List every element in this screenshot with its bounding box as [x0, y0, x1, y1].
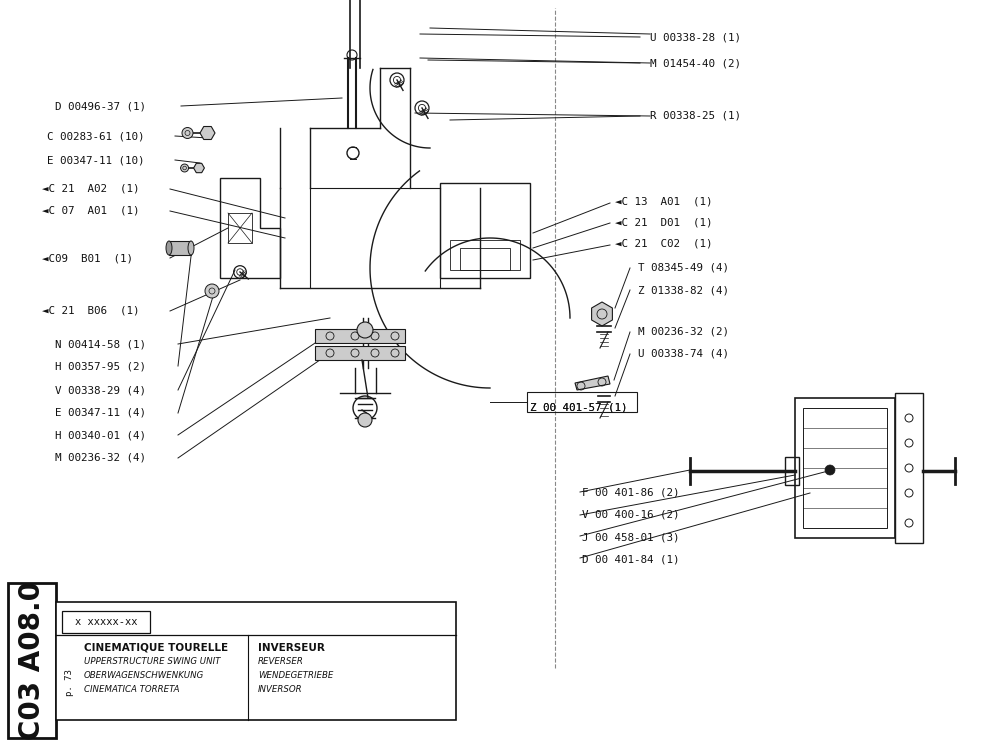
Bar: [228, 213, 252, 243]
Text: ◄C 21  C02  (1): ◄C 21 C02 (1): [615, 239, 712, 249]
Bar: [440, 183, 530, 278]
Text: ◄C 13  A01  (1): ◄C 13 A01 (1): [615, 197, 712, 207]
Text: M 00236-32 (4): M 00236-32 (4): [55, 453, 146, 463]
Text: ◄C 07  A01  (1): ◄C 07 A01 (1): [42, 206, 140, 216]
Bar: [803, 408, 887, 528]
Text: C 00283-61 (10): C 00283-61 (10): [47, 131, 144, 141]
Text: U 00338-74 (4): U 00338-74 (4): [638, 349, 729, 359]
Text: M 00236-32 (2): M 00236-32 (2): [638, 326, 729, 337]
Text: J 00 458-01 (3): J 00 458-01 (3): [582, 532, 680, 542]
Text: E 00347-11 (10): E 00347-11 (10): [47, 155, 144, 165]
Text: REVERSER: REVERSER: [258, 657, 304, 666]
Bar: [527, 392, 637, 412]
Polygon shape: [200, 126, 215, 139]
Ellipse shape: [188, 241, 194, 255]
Bar: [169, 241, 191, 255]
Text: ◄C09  B01  (1): ◄C09 B01 (1): [42, 253, 133, 263]
Text: R 00338-25 (1): R 00338-25 (1): [650, 111, 741, 121]
Text: x xxxxx-xx: x xxxxx-xx: [75, 617, 137, 627]
Bar: [795, 398, 895, 538]
Ellipse shape: [166, 241, 172, 255]
Text: N 00414-58 (1): N 00414-58 (1): [55, 339, 146, 349]
Text: Z 00 401-57 (1): Z 00 401-57 (1): [530, 402, 628, 413]
Bar: [315, 329, 405, 343]
Bar: [56, 602, 456, 720]
Text: ◄C 21  A02  (1): ◄C 21 A02 (1): [42, 183, 140, 194]
Text: F 00 401-86 (2): F 00 401-86 (2): [582, 487, 680, 497]
Text: p. 73: p. 73: [66, 669, 74, 696]
Text: U 00338-28 (1): U 00338-28 (1): [650, 32, 741, 43]
Text: V 00 400-16 (2): V 00 400-16 (2): [582, 509, 680, 520]
Bar: [895, 393, 923, 543]
Text: INVERSOR: INVERSOR: [258, 685, 303, 694]
Text: UPPERSTRUCTURE SWING UNIT: UPPERSTRUCTURE SWING UNIT: [84, 657, 220, 666]
Text: H 00340-01 (4): H 00340-01 (4): [55, 430, 146, 441]
Text: CINEMATICA TORRETA: CINEMATICA TORRETA: [84, 685, 180, 694]
Text: D 00 401-84 (1): D 00 401-84 (1): [582, 554, 680, 565]
Text: V 00338-29 (4): V 00338-29 (4): [55, 385, 146, 396]
Polygon shape: [575, 376, 610, 390]
Bar: [62, 611, 150, 633]
Bar: [450, 240, 520, 270]
Text: Z 01338-82 (4): Z 01338-82 (4): [638, 285, 729, 295]
Circle shape: [182, 127, 193, 138]
Text: ◄C 21  B06  (1): ◄C 21 B06 (1): [42, 305, 140, 316]
Circle shape: [358, 413, 372, 427]
Text: INVERSEUR: INVERSEUR: [258, 643, 325, 653]
Text: CINEMATIQUE TOURELLE: CINEMATIQUE TOURELLE: [84, 643, 228, 653]
Text: D 00496-37 (1): D 00496-37 (1): [55, 101, 146, 111]
Bar: [8, 583, 56, 738]
Text: OBERWAGENSCHWENKUNG: OBERWAGENSCHWENKUNG: [84, 672, 204, 681]
Bar: [460, 248, 510, 270]
Text: E 00347-11 (4): E 00347-11 (4): [55, 408, 146, 418]
Circle shape: [205, 284, 219, 298]
Polygon shape: [194, 163, 204, 173]
Bar: [785, 457, 799, 485]
Text: T 08345-49 (4): T 08345-49 (4): [638, 263, 729, 273]
Text: ◄C 21  D01  (1): ◄C 21 D01 (1): [615, 218, 712, 228]
Circle shape: [181, 164, 189, 172]
Text: H 00357-95 (2): H 00357-95 (2): [55, 361, 146, 372]
Circle shape: [357, 322, 373, 338]
Text: WENDEGETRIEBE: WENDEGETRIEBE: [258, 672, 333, 681]
Text: C03 A08.0: C03 A08.0: [18, 581, 46, 741]
Polygon shape: [592, 302, 612, 326]
Text: M 01454-40 (2): M 01454-40 (2): [650, 58, 741, 69]
Text: Z 00 401-57 (1): Z 00 401-57 (1): [530, 402, 628, 413]
Circle shape: [825, 465, 835, 475]
Bar: [315, 346, 405, 360]
